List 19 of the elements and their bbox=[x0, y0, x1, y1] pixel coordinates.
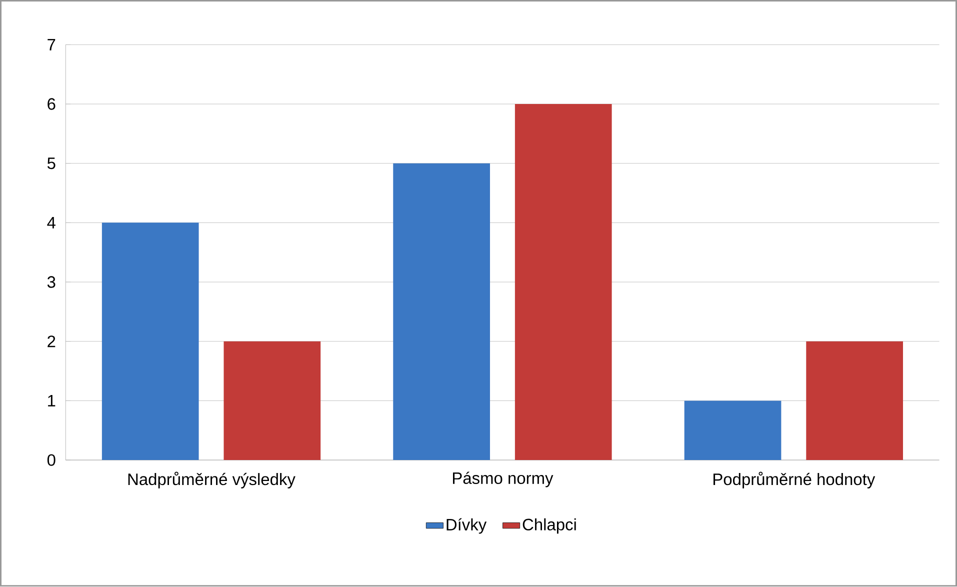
x-tick-label: Nadprůměrné výsledky bbox=[128, 472, 296, 489]
y-tick-label: 5 bbox=[47, 158, 56, 170]
bar bbox=[102, 222, 199, 460]
legend-label: Dívky bbox=[446, 518, 487, 534]
bar bbox=[393, 164, 490, 460]
bar bbox=[806, 342, 904, 460]
legend-label: Chlapci bbox=[522, 518, 576, 534]
x-tick-label: Pásmo normy bbox=[453, 472, 554, 488]
y-tick-label: 3 bbox=[47, 276, 56, 288]
y-tick-label: 0 bbox=[47, 454, 56, 466]
y-tick-label: 4 bbox=[47, 217, 56, 229]
bar bbox=[684, 400, 782, 460]
y-tick-label: 6 bbox=[48, 98, 56, 110]
bar bbox=[514, 104, 612, 460]
x-tick-label: Podprůměrné hodnoty bbox=[714, 472, 876, 489]
y-tick-label: 1 bbox=[48, 395, 56, 407]
bar bbox=[224, 342, 321, 460]
y-tick-label: 2 bbox=[48, 336, 56, 348]
y-tick-label: 7 bbox=[48, 39, 56, 51]
